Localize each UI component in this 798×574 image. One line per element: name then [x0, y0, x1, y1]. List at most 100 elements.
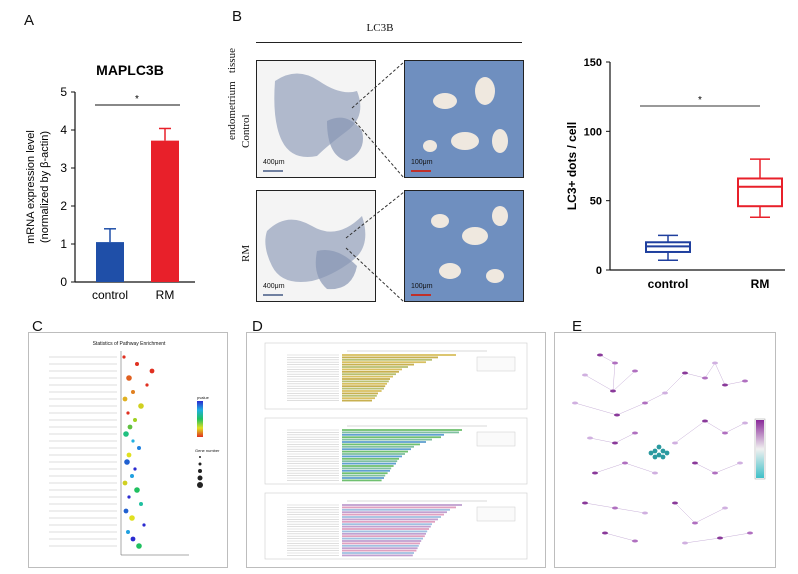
e-edge: [694, 507, 726, 524]
d-bar: [342, 504, 462, 506]
d-bar: [342, 370, 399, 373]
e-edge: [612, 370, 636, 392]
panel-letter-b: B: [232, 8, 243, 25]
c-dot: [136, 543, 142, 549]
d-bar: [342, 429, 462, 431]
e-cluster-node: [652, 448, 658, 454]
e-cluster-node: [652, 454, 658, 460]
e-node: [642, 401, 648, 405]
e-node: [612, 506, 618, 510]
panel-letter-e: E: [572, 318, 583, 335]
e-node: [632, 369, 638, 373]
pathway-bar-panels: [264, 342, 528, 560]
panel-letter-c: C: [32, 318, 43, 335]
d-bar: [342, 450, 408, 453]
d-bar: [342, 542, 420, 545]
c-size-legend-dot: [198, 469, 202, 473]
box-RM: [737, 177, 783, 208]
e-edge: [604, 532, 636, 542]
d-bar: [342, 394, 377, 397]
y-tick-label-a: 2: [60, 199, 67, 213]
e-edge: [584, 502, 616, 509]
e-edge: [614, 507, 646, 514]
e-edge: [674, 420, 706, 444]
e-node: [722, 383, 728, 387]
e-node: [742, 421, 748, 425]
d-bar: [342, 477, 384, 479]
y-tick-label-a: 4: [60, 123, 67, 137]
d-bar: [342, 363, 414, 366]
e-node: [602, 531, 608, 535]
e-node: [702, 376, 708, 380]
c-dot: [127, 495, 131, 499]
d-bar: [342, 532, 426, 535]
y-axis-label-a-line: (normalized by β-actin): [39, 131, 51, 243]
e-node: [682, 541, 688, 545]
d-bar: [342, 373, 396, 376]
e-node: [592, 471, 598, 475]
d-bar: [342, 528, 429, 530]
d-bar: [342, 433, 444, 436]
scale-bar-label-3: 400μm: [263, 283, 285, 290]
y-axis-label-a-line: mRNA expression level: [25, 130, 37, 244]
d-bar: [342, 508, 450, 511]
d-bar: [342, 358, 432, 361]
significance-star-b: *: [698, 95, 702, 106]
e-edge: [584, 374, 614, 392]
y-tick-label-a: 5: [60, 85, 67, 99]
d-bar: [342, 520, 435, 523]
d-bar: [342, 390, 382, 392]
c-dot: [131, 390, 135, 394]
d-section-frame: [264, 342, 528, 410]
e-edge: [719, 532, 751, 539]
lc3b-header: LC3B: [366, 22, 394, 34]
c-size-legend-dot: [199, 456, 201, 458]
bar-RM: [151, 140, 179, 282]
scale-bar-3: [263, 294, 283, 296]
d-bar: [342, 460, 398, 463]
c-dot: [134, 487, 140, 493]
d-bar: [342, 537, 423, 540]
d-bar: [342, 467, 392, 470]
d-bar: [342, 453, 405, 455]
micro-image-control-high: 100μm: [404, 60, 524, 178]
c-dot: [122, 355, 126, 359]
scale-bar-label-1: 400μm: [263, 159, 285, 166]
d-bar: [342, 441, 426, 443]
e-edge: [704, 362, 716, 379]
d-bar: [342, 465, 394, 467]
c-dot: [145, 383, 149, 387]
panel-c-frame: Statistics of Pathway Enrichment pvalue …: [28, 332, 228, 568]
d-bar: [342, 392, 378, 395]
e-node: [642, 511, 648, 515]
bar-chart-maplc3b: MAPLC3B 0 1 2 3 4 5 mRNA expression level (norma…: [25, 62, 195, 302]
e-node: [614, 413, 620, 417]
d-legend: [476, 431, 516, 447]
micro-image-rm-low: 400μm: [256, 190, 376, 302]
c-dot: [122, 480, 128, 486]
d-bar: [342, 378, 390, 380]
d-bar: [342, 455, 402, 458]
e-node: [652, 471, 658, 475]
pvalue-legend-title: pvalue: [197, 395, 209, 400]
d-bar: [342, 397, 375, 400]
e-node: [692, 521, 698, 525]
e-edge: [724, 422, 746, 434]
tissue-detail-1: [423, 77, 508, 153]
micro-image-rm-high: 100μm: [404, 190, 524, 302]
d-bar: [342, 547, 418, 550]
d-bar: [342, 511, 447, 514]
d-bar: [342, 552, 414, 554]
d-bar: [342, 356, 438, 359]
e-node: [610, 389, 616, 393]
e-edge: [724, 380, 746, 386]
d-legend: [476, 356, 516, 372]
e-node: [622, 461, 628, 465]
e-edge: [714, 462, 741, 474]
c-size-legend-dot: [197, 482, 203, 488]
e-cluster-node: [660, 454, 666, 460]
e-node: [682, 371, 688, 375]
c-dot: [123, 508, 129, 514]
e-cluster-node: [648, 450, 654, 456]
e-cluster-node: [656, 444, 662, 450]
